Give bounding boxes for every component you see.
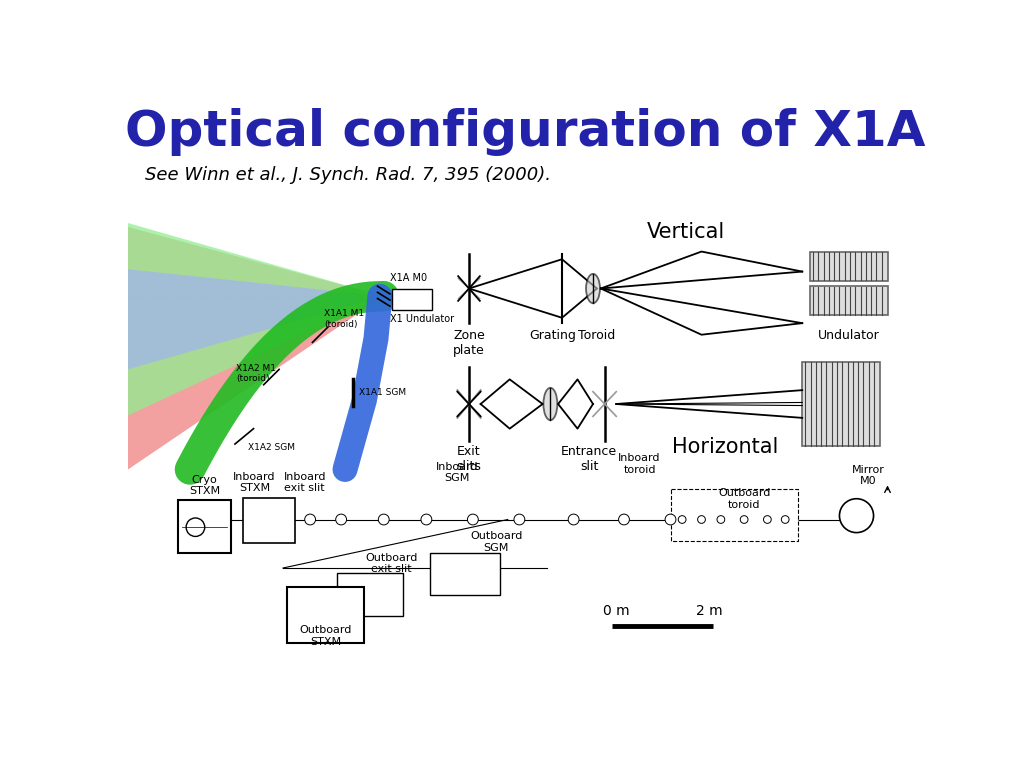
Text: Horizontal: Horizontal <box>672 437 778 457</box>
Text: Inboard
SGM: Inboard SGM <box>436 462 478 483</box>
Circle shape <box>840 498 873 532</box>
Text: Outboard
toroid: Outboard toroid <box>718 488 770 509</box>
Bar <box>178 500 231 553</box>
Text: X1 Undulator: X1 Undulator <box>390 314 454 324</box>
Text: Cryo
STXM: Cryo STXM <box>189 475 220 496</box>
Circle shape <box>467 514 478 525</box>
Text: Toroid: Toroid <box>579 329 615 343</box>
Circle shape <box>618 514 630 525</box>
Bar <box>810 252 888 281</box>
Text: Exit
slits: Exit slits <box>457 445 481 473</box>
Circle shape <box>665 514 676 525</box>
Text: Optical configuration of X1A: Optical configuration of X1A <box>125 108 925 156</box>
Circle shape <box>336 514 346 525</box>
Circle shape <box>717 515 725 523</box>
Text: X1A M0: X1A M0 <box>390 273 427 283</box>
Bar <box>810 286 888 316</box>
Ellipse shape <box>586 274 600 303</box>
Polygon shape <box>128 270 384 369</box>
Bar <box>391 289 432 310</box>
Text: Grating: Grating <box>529 329 577 343</box>
Text: X1A1 SGM: X1A1 SGM <box>359 388 407 397</box>
Text: Inboard
toroid: Inboard toroid <box>618 453 660 475</box>
Bar <box>802 362 880 446</box>
Text: 2 m: 2 m <box>696 604 723 618</box>
Circle shape <box>305 514 315 525</box>
Text: Zone
plate: Zone plate <box>454 329 485 357</box>
Text: Mirror
M0: Mirror M0 <box>852 465 885 486</box>
Text: Undulator: Undulator <box>818 329 880 343</box>
Circle shape <box>740 515 748 523</box>
Bar <box>287 588 365 643</box>
Circle shape <box>421 514 432 525</box>
Circle shape <box>186 518 205 537</box>
Polygon shape <box>128 227 384 469</box>
Circle shape <box>568 514 579 525</box>
Circle shape <box>514 514 524 525</box>
Bar <box>671 488 799 541</box>
Circle shape <box>378 514 389 525</box>
Bar <box>430 553 500 595</box>
Circle shape <box>678 515 686 523</box>
Bar <box>337 574 403 616</box>
Text: X1A1 M1
(toroid): X1A1 M1 (toroid) <box>324 310 365 329</box>
Circle shape <box>764 515 771 523</box>
Text: Vertical: Vertical <box>647 222 725 242</box>
Text: X1A2 M1
(toroid): X1A2 M1 (toroid) <box>237 363 276 383</box>
Text: Outboard
exit slit: Outboard exit slit <box>366 553 418 574</box>
Text: Outboard
SGM: Outboard SGM <box>470 531 522 553</box>
Ellipse shape <box>544 388 557 420</box>
Text: X1A2 SGM: X1A2 SGM <box>248 442 295 452</box>
Text: Inboard
STXM: Inboard STXM <box>233 472 275 493</box>
Bar <box>243 498 295 543</box>
Text: 0 m: 0 m <box>603 604 630 618</box>
Polygon shape <box>128 223 384 415</box>
Text: Inboard
exit slit: Inboard exit slit <box>284 472 326 493</box>
Circle shape <box>697 515 706 523</box>
Text: See Winn et al., J. Synch. Rad. 7, 395 (2000).: See Winn et al., J. Synch. Rad. 7, 395 (… <box>145 167 551 184</box>
Circle shape <box>781 515 790 523</box>
Text: Outboard
STXM: Outboard STXM <box>299 625 352 647</box>
Text: Entrance
slit: Entrance slit <box>561 445 617 473</box>
